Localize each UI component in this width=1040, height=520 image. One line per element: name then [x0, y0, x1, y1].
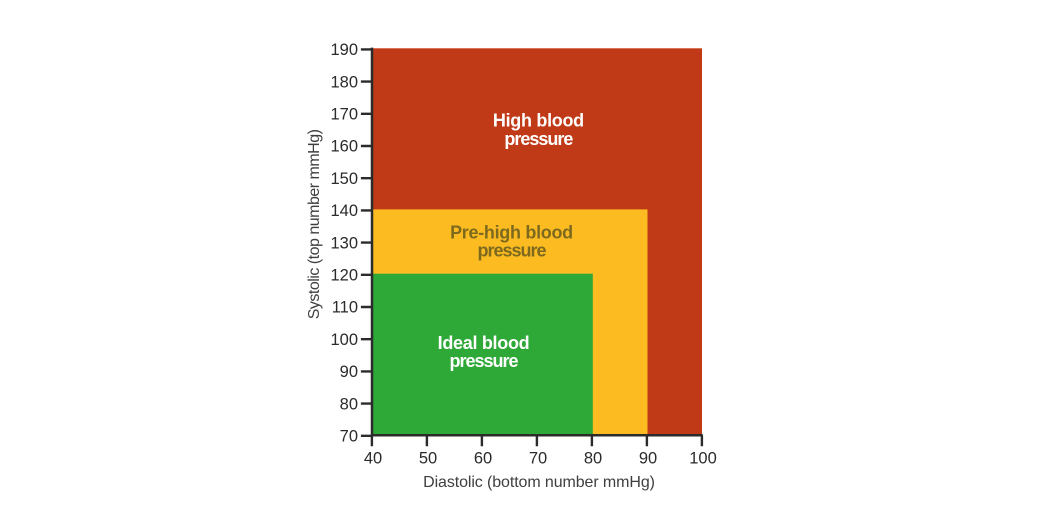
svg-text:pressure: pressure: [477, 241, 546, 261]
svg-text:170: 170: [330, 106, 358, 124]
svg-text:80: 80: [584, 449, 602, 467]
svg-text:Pre-high blood: Pre-high blood: [450, 223, 573, 243]
svg-text:50: 50: [419, 449, 437, 467]
svg-text:80: 80: [340, 395, 358, 413]
svg-text:pressure: pressure: [449, 351, 518, 371]
svg-text:90: 90: [639, 449, 657, 467]
svg-text:110: 110: [332, 299, 358, 317]
svg-text:60: 60: [474, 449, 492, 467]
svg-text:70: 70: [340, 428, 358, 446]
svg-text:90: 90: [340, 363, 358, 381]
svg-text:140: 140: [330, 202, 358, 220]
svg-text:160: 160: [330, 138, 358, 156]
svg-text:pressure: pressure: [504, 129, 573, 149]
svg-text:100: 100: [689, 449, 717, 467]
svg-text:70: 70: [529, 449, 547, 467]
svg-text:40: 40: [364, 449, 382, 467]
svg-text:Systolic (top number mmHg): Systolic (top number mmHg): [306, 129, 323, 319]
svg-text:Ideal blood: Ideal blood: [438, 333, 530, 353]
svg-text:100: 100: [330, 331, 358, 349]
svg-text:High blood: High blood: [493, 111, 584, 131]
svg-text:180: 180: [330, 73, 358, 91]
svg-text:130: 130: [330, 234, 358, 252]
svg-text:150: 150: [330, 170, 358, 188]
svg-text:120: 120: [330, 267, 358, 285]
svg-text:Diastolic (bottom number mmHg): Diastolic (bottom number mmHg): [423, 474, 655, 491]
svg-text:190: 190: [330, 41, 358, 59]
